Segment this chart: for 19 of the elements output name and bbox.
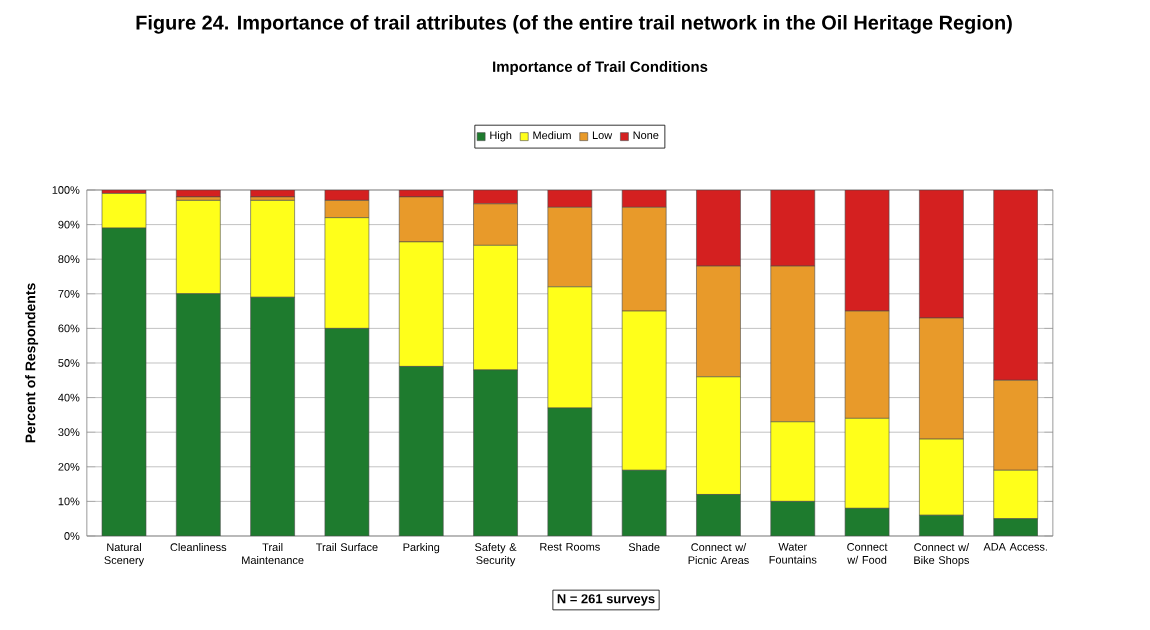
bar [324, 328, 370, 536]
bar [993, 518, 1038, 536]
bar [770, 189, 816, 267]
bar [398, 366, 444, 536]
bar [696, 494, 741, 536]
bar [621, 469, 667, 536]
bar [993, 189, 1038, 381]
bar [696, 189, 741, 267]
bar [845, 508, 890, 536]
bar [101, 227, 147, 536]
bar [919, 189, 964, 319]
bar [844, 189, 890, 312]
bar [770, 501, 816, 536]
bar [176, 293, 221, 536]
chart-title: Figure 24. Importance of trail attributes (of the entire trail network in the Oil Heritage Region) [136, 15, 1012, 34]
bar [621, 189, 667, 208]
bar [547, 407, 593, 536]
bar [473, 369, 518, 536]
bar [250, 296, 295, 536]
